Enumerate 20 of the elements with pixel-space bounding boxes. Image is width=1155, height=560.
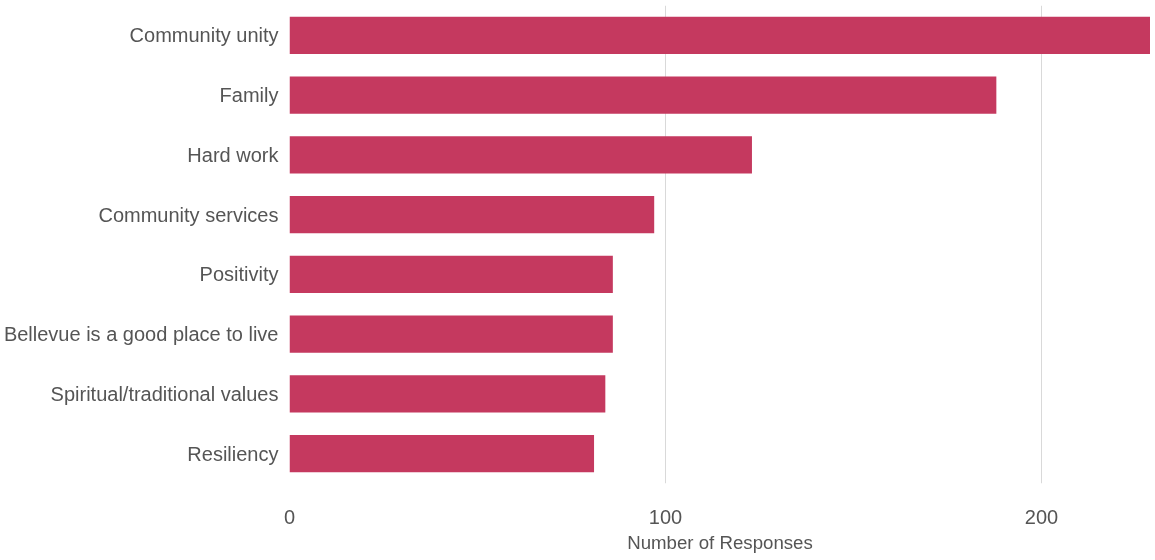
bar	[289, 315, 613, 353]
x-tick-label: 100	[648, 505, 683, 528]
bar	[289, 16, 1150, 54]
bar	[289, 375, 606, 413]
y-tick-label: Spiritual/traditional values	[50, 382, 279, 405]
bar	[289, 196, 655, 234]
x-axis-title: Number of Responses	[627, 531, 813, 553]
x-tick-label: 200	[1024, 505, 1059, 528]
y-tick-label: Community services	[98, 203, 279, 226]
y-tick-label: Family	[219, 84, 279, 107]
x-tick-label: 0	[283, 505, 296, 528]
y-tick-label: Hard work	[187, 143, 280, 166]
y-tick-label: Community unity	[129, 24, 279, 47]
y-tick-label: Resiliency	[187, 442, 279, 465]
bar	[289, 255, 613, 293]
bar	[289, 76, 997, 114]
y-tick-label: Bellevue is a good place to live	[3, 323, 279, 346]
bar	[289, 435, 595, 473]
y-tick-label: Positivity	[199, 263, 279, 286]
bar	[289, 136, 752, 174]
